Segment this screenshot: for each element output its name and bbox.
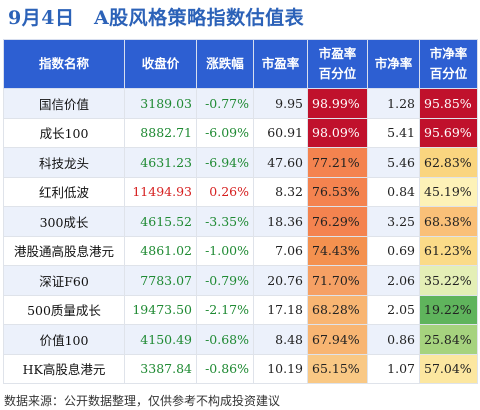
pb-percentile-cell: 68.38% [419,206,478,237]
pb-cell: 2.06 [367,265,420,296]
change-cell: -6.09% [196,117,254,148]
pe-cell: 47.60 [253,147,308,178]
pb-cell: 0.86 [367,324,420,355]
pb-percentile-cell: 19.22% [419,294,478,325]
table-row: 港股通高股息港元 4861.02 -1.00% 7.06 74.43% 0.69 61.23… [3,235,478,266]
pe-percentile-cell: 68.28% [307,294,368,325]
pb-cell: 2.05 [367,294,420,325]
header-pe: 市盈率 [253,39,308,89]
header-change: 涨跌幅 [196,39,254,89]
change-cell: 0.26% [196,176,254,207]
index-name-cell: HK高股息港元 [3,353,125,384]
table-row: HK高股息港元 3387.84 -0.86% 10.19 65.15% 1.07 57.04… [3,353,478,384]
pb-percentile-cell: 25.84% [419,324,478,355]
table-row: 500质量成长 19473.50 -2.17% 17.18 68.28% 2.05 19.2… [3,294,478,325]
table-row: 300成长 4615.52 -3.35% 18.36 76.29% 3.25 68.38% [3,206,478,237]
index-name-cell: 价值100 [3,324,125,355]
pb-cell: 0.84 [367,176,420,207]
pb-cell: 5.41 [367,117,420,148]
pb-cell: 5.46 [367,147,420,178]
change-cell: -3.35% [196,206,254,237]
change-cell: -2.17% [196,294,254,325]
title-bar: 9月4日 A股风格策略指数估值表 [0,0,480,36]
close-price-cell: 7783.07 [124,265,197,296]
close-price-cell: 3189.03 [124,88,197,119]
pe-cell: 10.19 [253,353,308,384]
change-cell: -6.94% [196,147,254,178]
header-pb: 市净率 [367,39,420,89]
table-row: 成长100 8882.71 -6.09% 60.91 98.09% 5.41 95.69% [3,117,478,148]
close-price-cell: 19473.50 [124,294,197,325]
index-name-cell: 港股通高股息港元 [3,235,125,266]
pe-percentile-cell: 76.53% [307,176,368,207]
pe-percentile-cell: 77.21% [307,147,368,178]
pb-cell: 1.28 [367,88,420,119]
page-title: 9月4日 A股风格策略指数估值表 [8,7,305,29]
pe-percentile-cell: 71.70% [307,265,368,296]
table-row: 价值100 4150.49 -0.68% 8.48 67.94% 0.86 25.84% [3,324,478,355]
header-pb-percentile: 市净率 百分位 [419,39,478,89]
close-price-cell: 4615.52 [124,206,197,237]
change-cell: -1.00% [196,235,254,266]
close-price-cell: 3387.84 [124,353,197,384]
pe-percentile-cell: 98.09% [307,117,368,148]
index-name-cell: 红利低波 [3,176,125,207]
pb-percentile-cell: 61.23% [419,235,478,266]
source-note: 数据来源：公开数据整理，仅供参考不构成投资建议 [4,394,281,408]
header-close: 收盘价 [124,39,197,89]
close-price-cell: 11494.93 [124,176,197,207]
pb-percentile-cell: 35.22% [419,265,478,296]
index-name-cell: 500质量成长 [3,294,125,325]
pb-percentile-cell: 95.85% [419,88,478,119]
close-price-cell: 4631.23 [124,147,197,178]
pb-cell: 3.25 [367,206,420,237]
pe-cell: 17.18 [253,294,308,325]
index-name-cell: 国信价值 [3,88,125,119]
pe-percentile-cell: 74.43% [307,235,368,266]
index-name-cell: 深证F60 [3,265,125,296]
index-name-cell: 300成长 [3,206,125,237]
change-cell: -0.68% [196,324,254,355]
change-cell: -0.79% [196,265,254,296]
change-cell: -0.77% [196,88,254,119]
header-row: 指数名称 收盘价 涨跌幅 市盈率 市盈率 百分位 市净率 市净率 百分位 [3,39,478,89]
pb-percentile-cell: 95.69% [419,117,478,148]
pe-cell: 9.95 [253,88,308,119]
table-row: 红利低波 11494.93 0.26% 8.32 76.53% 0.84 45.19% [3,176,478,207]
pb-cell: 1.07 [367,353,420,384]
pe-percentile-cell: 67.94% [307,324,368,355]
change-cell: -0.86% [196,353,254,384]
pe-percentile-cell: 76.29% [307,206,368,237]
table-row: 国信价值 3189.03 -0.77% 9.95 98.99% 1.28 95.85% [3,88,478,119]
pe-cell: 8.32 [253,176,308,207]
close-price-cell: 4861.02 [124,235,197,266]
pe-percentile-cell: 98.99% [307,88,368,119]
header-pe-percentile: 市盈率 百分位 [307,39,368,89]
pb-percentile-cell: 57.04% [419,353,478,384]
pb-cell: 0.69 [367,235,420,266]
pe-cell: 8.48 [253,324,308,355]
table-row: 深证F60 7783.07 -0.79% 20.76 71.70% 2.06 35.22% [3,265,478,296]
pb-percentile-cell: 45.19% [419,176,478,207]
header-name: 指数名称 [3,39,125,89]
pe-percentile-cell: 65.15% [307,353,368,384]
index-name-cell: 成长100 [3,117,125,148]
pe-cell: 60.91 [253,117,308,148]
pe-cell: 18.36 [253,206,308,237]
close-price-cell: 8882.71 [124,117,197,148]
index-name-cell: 科技龙头 [3,147,125,178]
pb-percentile-cell: 62.83% [419,147,478,178]
valuation-table: 指数名称 收盘价 涨跌幅 市盈率 市盈率 百分位 市净率 市净率 百分位 国信价值 3… [3,39,478,384]
pe-cell: 7.06 [253,235,308,266]
close-price-cell: 4150.49 [124,324,197,355]
table-row: 科技龙头 4631.23 -6.94% 47.60 77.21% 5.46 62.83% [3,147,478,178]
pe-cell: 20.76 [253,265,308,296]
